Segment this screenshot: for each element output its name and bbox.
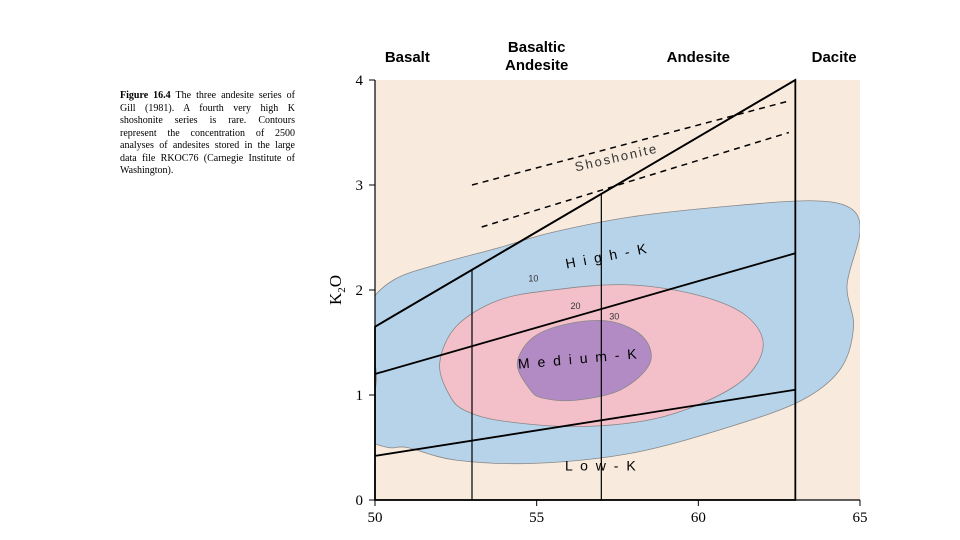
yticklabel-2: 2 bbox=[356, 283, 364, 299]
topcat-dacite: Dacite bbox=[812, 49, 857, 66]
contour-label-30: 30 bbox=[609, 311, 619, 321]
andesite-series-chart: 102030ShoshoniteH i g h - KM e d i u m -… bbox=[330, 25, 885, 525]
yticklabel-3: 3 bbox=[356, 178, 364, 194]
xticklabel-65: 65 bbox=[853, 510, 868, 525]
chart-container: 102030ShoshoniteH i g h - KM e d i u m -… bbox=[330, 25, 885, 525]
topcat-andesite: Andesite bbox=[667, 49, 730, 66]
topcat-basaltic-1: Basaltic bbox=[508, 39, 566, 56]
yticklabel-4: 4 bbox=[356, 73, 364, 89]
mask-r bbox=[860, 25, 885, 525]
series-label-lowk: L o w - K bbox=[565, 458, 638, 474]
topcat-basalt: Basalt bbox=[385, 49, 430, 66]
topcat-basaltic-2: Andesite bbox=[505, 57, 568, 74]
yticklabel-0: 0 bbox=[356, 493, 364, 509]
caption-rest: The three andesite series of Gill (1981)… bbox=[120, 90, 295, 176]
xticklabel-55: 55 bbox=[529, 510, 544, 525]
xticklabel-60: 60 bbox=[691, 510, 706, 525]
contour-label-20: 20 bbox=[570, 301, 580, 311]
contour-label-10: 10 bbox=[528, 274, 538, 284]
yticklabel-1: 1 bbox=[356, 388, 364, 404]
caption-bold: Figure 16.4 bbox=[120, 90, 171, 101]
mask-b bbox=[330, 500, 885, 525]
figure-caption: Figure 16.4 The three andesite series of… bbox=[120, 90, 295, 178]
xticklabel-50: 50 bbox=[368, 510, 383, 525]
